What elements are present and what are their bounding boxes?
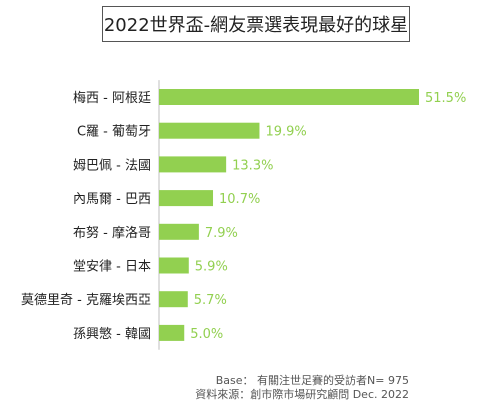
footnote-source: 資料來源：創市際市場研究顧問 Dec. 2022 <box>195 388 409 401</box>
category-label: 梅西 - 阿根廷 <box>73 91 151 106</box>
bar <box>159 190 214 207</box>
bar <box>159 122 260 139</box>
category-label: 莫德里奇 - 克羅埃西亞 <box>21 292 151 308</box>
bar <box>159 257 189 274</box>
bar <box>159 156 227 173</box>
value-label: 5.7% <box>194 293 227 308</box>
footnote-base: Base： 有關注世足賽的受訪者N= 975 <box>215 374 409 387</box>
category-label: 孫興慜 - 韓國 <box>73 327 151 342</box>
chart-title: 2022世界盃-網友票選表現最好的球星 <box>102 6 410 42</box>
category-label: C羅 - 葡萄牙 <box>77 125 151 140</box>
category-label: 布努 - 摩洛哥 <box>73 225 151 241</box>
value-label: 10.7% <box>219 192 260 207</box>
bar <box>159 223 199 240</box>
category-label: 姆巴佩 - 法國 <box>73 158 151 173</box>
category-label: 內馬爾 - 巴西 <box>73 192 151 207</box>
bar <box>159 324 185 341</box>
value-label: 13.3% <box>232 158 273 173</box>
value-label: 7.9% <box>205 226 238 241</box>
value-label: 5.9% <box>195 260 228 275</box>
category-label: 堂安律 - 日本 <box>73 260 151 275</box>
bar <box>159 291 188 308</box>
bar <box>159 89 419 105</box>
value-label: 51.5% <box>425 91 466 106</box>
value-label: 19.9% <box>265 125 306 140</box>
bars-group: 梅西 - 阿根廷 51.5% C羅 - 葡萄牙 19.9% 姆巴佩 - 法國 13.3% 內… <box>21 89 466 342</box>
value-label: 5.0% <box>190 327 223 342</box>
